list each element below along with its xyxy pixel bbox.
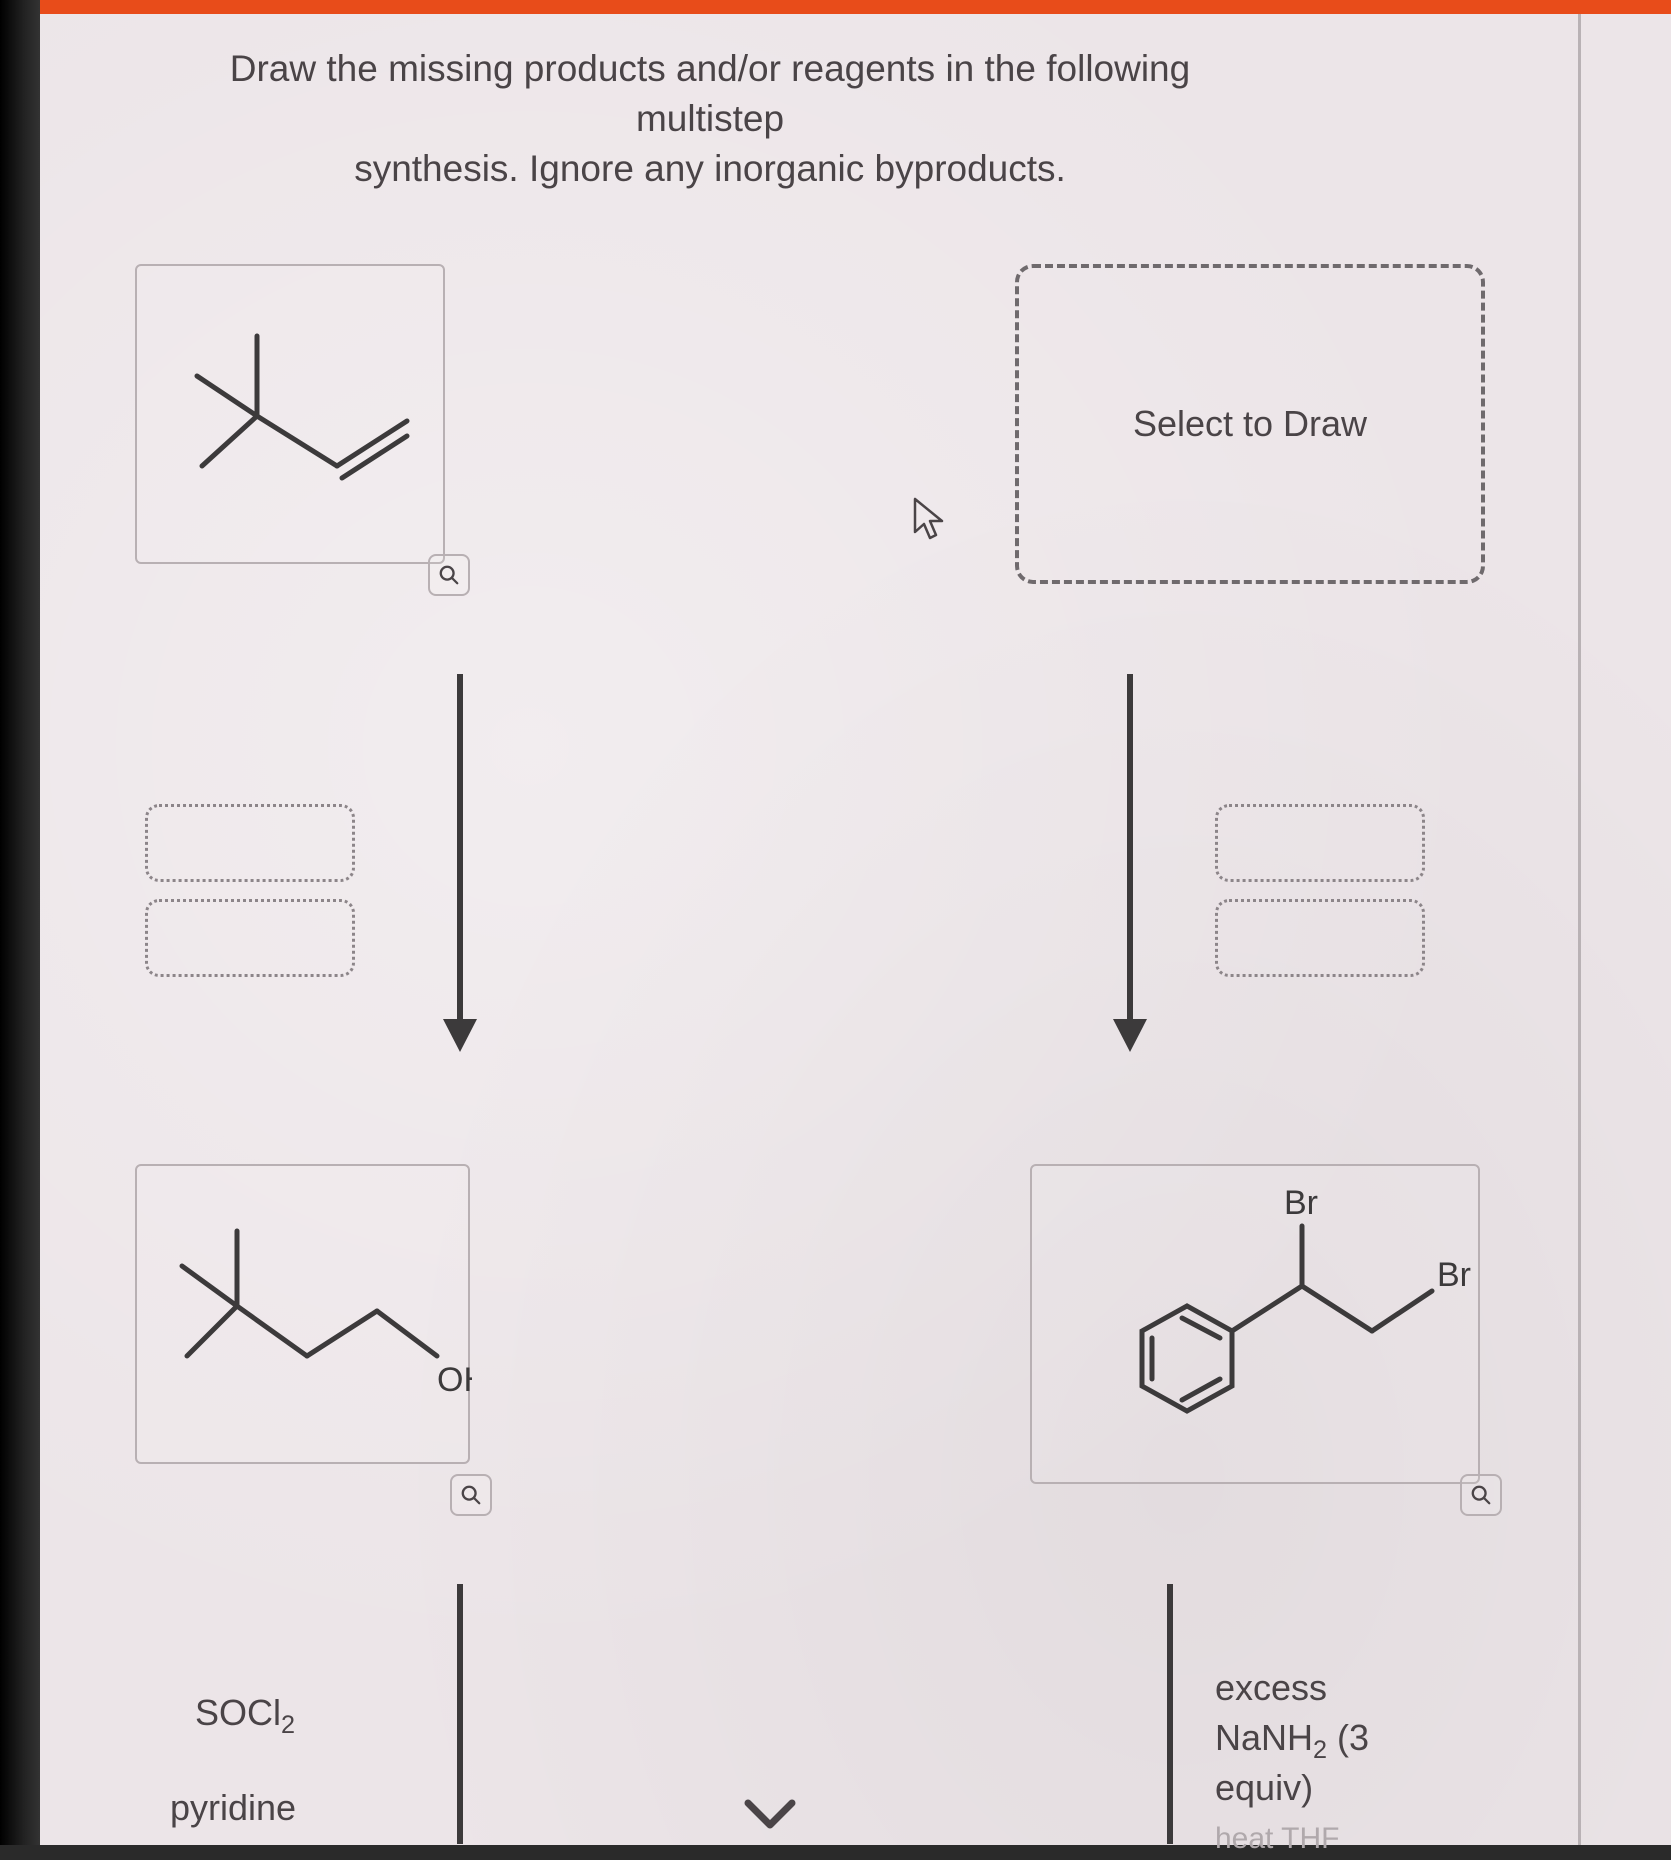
- zoom-button-structure-1[interactable]: [428, 554, 470, 596]
- reaction-arrow-left-2: [435, 1584, 485, 1844]
- top-accent-bar: [40, 0, 1671, 14]
- magnifier-icon: [460, 1484, 482, 1506]
- reagent-excess: excess: [1215, 1664, 1327, 1713]
- structure-box-2[interactable]: OH: [135, 1164, 470, 1464]
- reagent-nanh2: NaNH2 (3: [1215, 1714, 1369, 1767]
- br-label-2: Br: [1437, 1256, 1471, 1294]
- reagent-slot-right-1[interactable]: [1215, 804, 1425, 882]
- structure-3-svg: Br Br: [1032, 1166, 1482, 1486]
- structure-2-svg: OH: [137, 1166, 472, 1466]
- reagent-pyridine: pyridine: [170, 1784, 296, 1833]
- br-label-1: Br: [1284, 1184, 1318, 1222]
- reaction-arrow-left-1: [435, 674, 485, 1054]
- mouse-cursor-icon: [910, 494, 950, 544]
- select-to-draw-box[interactable]: Select to Draw: [1015, 264, 1485, 584]
- structure-box-3[interactable]: Br Br: [1030, 1164, 1480, 1484]
- magnifier-icon: [438, 564, 460, 586]
- reagent-socl2: SOCl2: [195, 1689, 295, 1742]
- structure-1-svg: [137, 266, 447, 566]
- oh-label: OH: [437, 1361, 472, 1399]
- structure-box-1[interactable]: [135, 264, 445, 564]
- question-prompt: Draw the missing products and/or reagent…: [180, 44, 1240, 194]
- zoom-button-structure-2[interactable]: [450, 1474, 492, 1516]
- prompt-line-2: synthesis. Ignore any inorganic byproduc…: [354, 148, 1066, 189]
- prompt-line-1: Draw the missing products and/or reagent…: [230, 48, 1190, 139]
- magnifier-icon: [1470, 1484, 1492, 1506]
- screen-bezel-left: [0, 0, 40, 1845]
- reagent-slot-left-1[interactable]: [145, 804, 355, 882]
- reagent-slot-left-2[interactable]: [145, 899, 355, 977]
- zoom-button-structure-3[interactable]: [1460, 1474, 1502, 1516]
- select-to-draw-label: Select to Draw: [1133, 403, 1367, 445]
- reagent-heat-thf: heat THF: [1215, 1819, 1340, 1860]
- reagent-slot-right-2[interactable]: [1215, 899, 1425, 977]
- reaction-arrow-right-2: [1145, 1584, 1195, 1844]
- reaction-arrow-right-1: [1105, 674, 1155, 1054]
- scroll-down-chevron[interactable]: [740, 1795, 800, 1835]
- reagent-equiv: equiv): [1215, 1764, 1313, 1813]
- question-page: Draw the missing products and/or reagent…: [40, 14, 1671, 1845]
- right-panel-divider: [1578, 14, 1581, 1845]
